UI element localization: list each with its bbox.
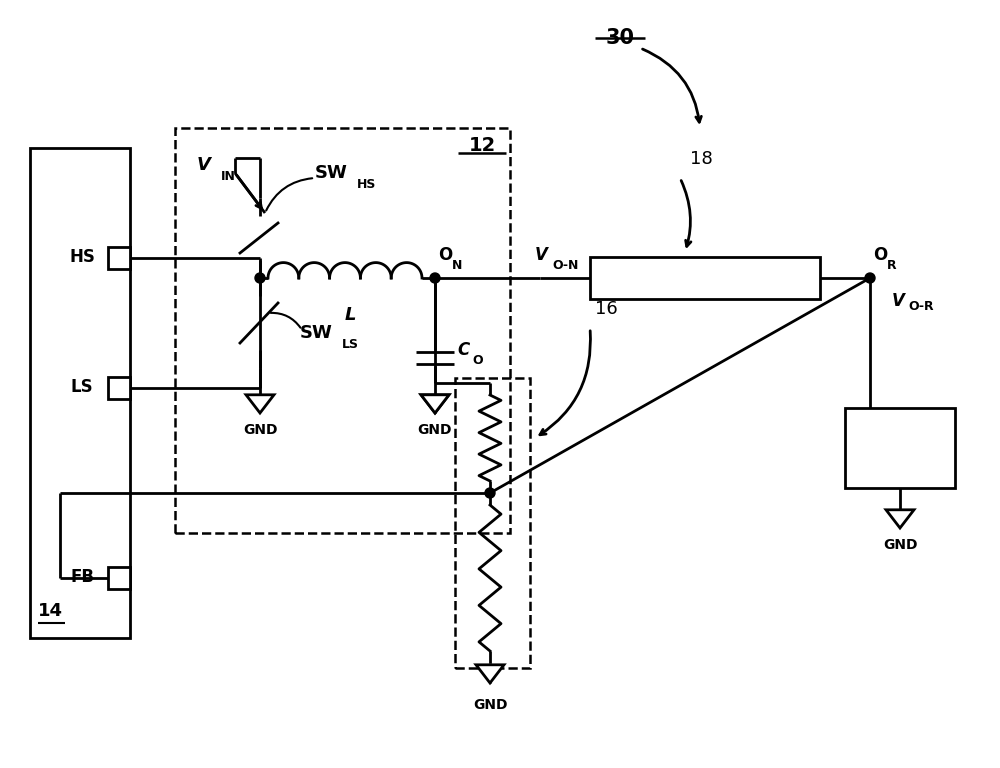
Text: O-R: O-R xyxy=(908,300,934,313)
Text: V: V xyxy=(535,246,548,264)
Polygon shape xyxy=(421,395,449,413)
Circle shape xyxy=(865,273,875,283)
Polygon shape xyxy=(421,395,449,413)
Bar xyxy=(108,247,130,269)
Text: 負載: 負載 xyxy=(888,430,912,450)
Text: O: O xyxy=(873,246,887,264)
Circle shape xyxy=(255,273,265,283)
Text: FB: FB xyxy=(70,568,94,586)
Text: HS: HS xyxy=(357,178,376,191)
Bar xyxy=(108,377,130,399)
Circle shape xyxy=(430,273,440,283)
Text: O: O xyxy=(438,246,452,264)
Text: IN: IN xyxy=(221,170,235,184)
Text: GND: GND xyxy=(883,538,917,552)
Text: 12: 12 xyxy=(468,136,496,155)
Polygon shape xyxy=(246,395,274,413)
Text: V: V xyxy=(196,156,210,174)
Text: GND: GND xyxy=(243,423,277,437)
Text: 18: 18 xyxy=(690,150,713,168)
Text: LS: LS xyxy=(71,378,93,396)
Text: O-N: O-N xyxy=(552,259,578,272)
Text: O: O xyxy=(472,353,483,366)
Text: C: C xyxy=(457,341,469,359)
Text: HS: HS xyxy=(69,248,95,266)
Bar xyxy=(30,148,130,638)
Text: R: R xyxy=(887,259,897,272)
Text: V: V xyxy=(892,292,905,310)
Text: N: N xyxy=(452,259,462,272)
Bar xyxy=(455,378,530,668)
Text: 30: 30 xyxy=(606,28,635,48)
Polygon shape xyxy=(476,665,504,683)
Text: SW: SW xyxy=(315,164,348,182)
Polygon shape xyxy=(886,510,914,528)
Bar xyxy=(175,128,510,533)
Bar xyxy=(108,567,130,589)
Text: GND: GND xyxy=(418,423,452,437)
Text: LS: LS xyxy=(342,339,359,352)
Text: 14: 14 xyxy=(38,602,63,620)
Bar xyxy=(845,408,955,488)
Text: 20: 20 xyxy=(889,453,911,471)
Text: L: L xyxy=(344,306,356,324)
Circle shape xyxy=(485,488,495,498)
Bar xyxy=(590,257,820,299)
Text: SW: SW xyxy=(300,324,333,342)
Text: GND: GND xyxy=(473,698,507,712)
Text: 16: 16 xyxy=(595,300,618,318)
